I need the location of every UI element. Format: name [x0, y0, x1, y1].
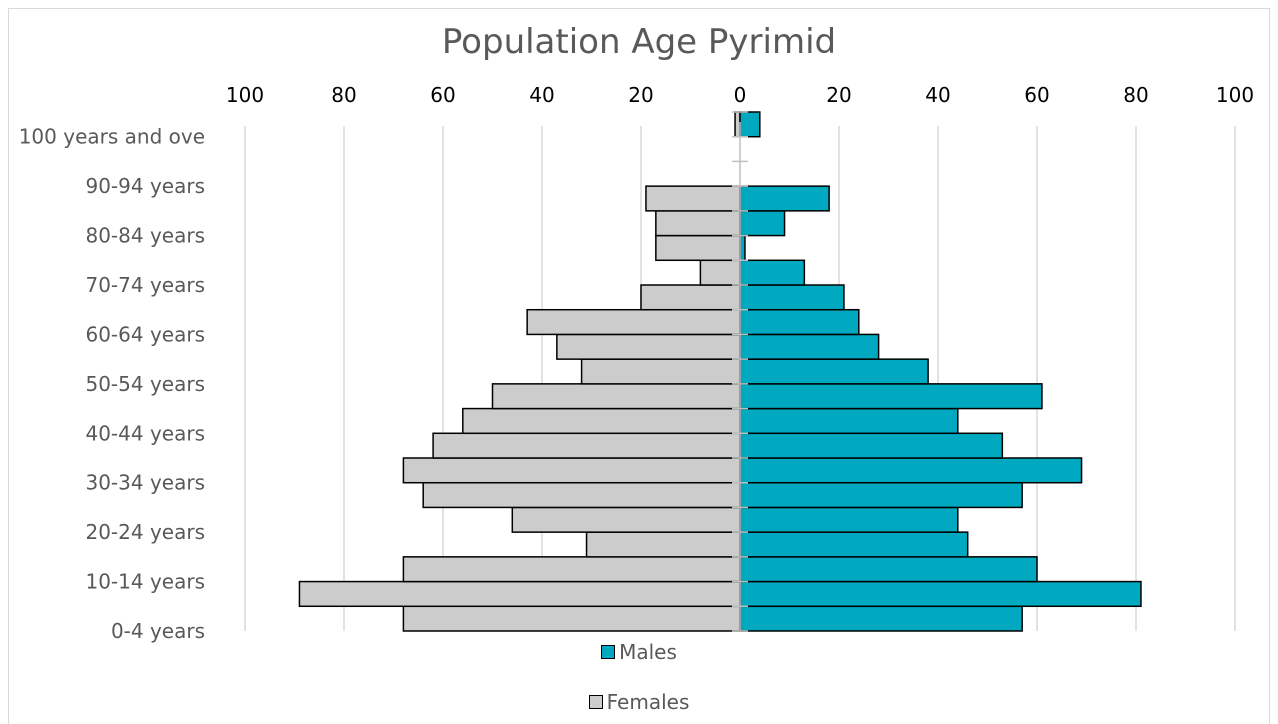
bar-males — [739, 605, 1023, 632]
bar-females — [491, 383, 741, 410]
bar-females — [640, 284, 741, 311]
bar-males — [739, 506, 959, 533]
x-tick-label: 20 — [628, 83, 653, 107]
chart-title: Population Age Pyrimid — [441, 22, 837, 62]
bar-females — [462, 407, 741, 435]
y-tick-label: 100 years and ove — [19, 125, 205, 149]
bar-males — [739, 407, 959, 435]
legend-males: Males — [0, 640, 1278, 664]
bar-females — [402, 556, 741, 583]
bar-females — [402, 457, 741, 484]
y-tick-label: 20-24 years — [85, 520, 205, 544]
x-tick-label: 20 — [826, 83, 851, 107]
bar-males — [739, 308, 860, 336]
x-tick-label: 60 — [1024, 83, 1049, 107]
bar-males — [739, 383, 1043, 410]
bar-males — [739, 333, 880, 360]
bar-females — [298, 580, 741, 608]
females-swatch — [588, 695, 603, 709]
bar-males — [739, 432, 1004, 459]
bar-males — [739, 185, 830, 212]
bar-females — [432, 432, 741, 459]
bar-females — [655, 234, 741, 262]
bar-females — [556, 333, 741, 360]
bar-males — [739, 358, 929, 385]
legend-males-label: Males — [619, 640, 677, 664]
y-tick-label: 40-44 years — [85, 421, 205, 445]
bar-males — [739, 457, 1083, 484]
legend-females: Females — [0, 690, 1278, 714]
bar-males — [739, 284, 845, 311]
bar-females — [422, 481, 741, 509]
y-tick-label: 30-34 years — [85, 471, 205, 495]
y-tick-label: 70-74 years — [85, 273, 205, 297]
x-tick-label: 40 — [529, 83, 554, 107]
x-tick-label: 80 — [331, 83, 356, 107]
y-tick-label: 10-14 years — [85, 570, 205, 594]
bar-males — [739, 111, 761, 138]
bar-females — [585, 531, 741, 558]
bar-females — [526, 308, 741, 336]
gridlines — [244, 126, 1236, 631]
bar-females — [580, 358, 741, 385]
bar-males — [739, 580, 1142, 608]
x-tick-label: 100 — [1216, 83, 1254, 107]
x-tick-label: 40 — [925, 83, 950, 107]
bar-males — [739, 259, 806, 286]
x-tick-label: 60 — [430, 83, 455, 107]
y-tick-label: 0-4 years — [111, 619, 205, 643]
bar-males — [739, 556, 1038, 583]
bar-males — [739, 531, 969, 558]
y-tick-label: 80-84 years — [85, 224, 205, 248]
bars — [298, 111, 1142, 632]
y-tick-label: 60-64 years — [85, 322, 205, 346]
chart-frame — [8, 8, 1270, 724]
legend-females-label: Females — [606, 690, 690, 714]
y-tick-label: 90-94 years — [85, 174, 205, 198]
x-tick-label: 100 — [226, 83, 264, 107]
bar-females — [699, 259, 741, 286]
axes: 100 80 60 40 20 0 20 40 60 80 100 0-4 years 10-14 ye… — [19, 83, 1254, 643]
bar-females — [645, 185, 741, 212]
bar-males — [739, 210, 786, 237]
x-tick-label: 80 — [1123, 83, 1148, 107]
males-swatch — [601, 645, 616, 659]
bar-males — [739, 481, 1023, 509]
y-tick-label: 50-54 years — [85, 372, 205, 396]
bar-females — [655, 210, 741, 237]
bar-females — [511, 506, 741, 533]
bar-females — [402, 605, 741, 632]
x-tick-label: 0 — [734, 83, 747, 107]
